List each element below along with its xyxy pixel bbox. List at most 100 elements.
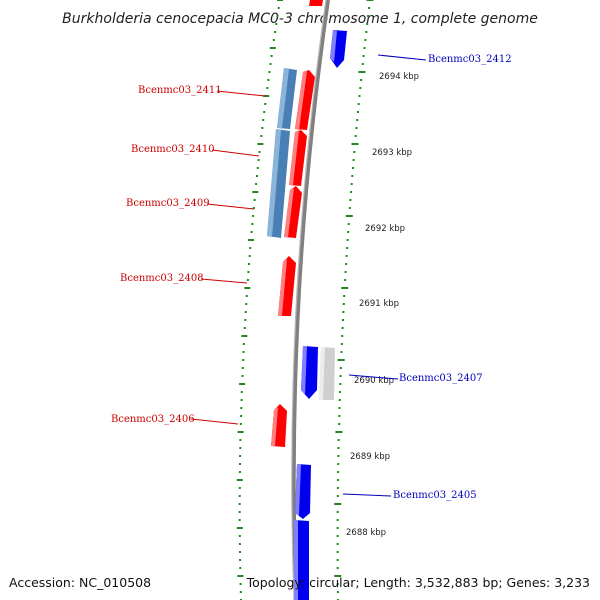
- tick-mark: [337, 471, 340, 473]
- tick-mark: [336, 559, 339, 561]
- tick-mark: [337, 439, 340, 441]
- tick-mark: [239, 463, 241, 465]
- tick-mark: [257, 159, 260, 161]
- tick-mark: [242, 351, 245, 353]
- gene-label-2407[interactable]: Bcenmc03_2407: [399, 373, 483, 384]
- tick-mark: [248, 263, 250, 265]
- tick-mark: [353, 151, 356, 153]
- tick-mark: [239, 591, 242, 593]
- gene-label-2408[interactable]: Bcenmc03_2408: [120, 273, 204, 284]
- tick-mark: [272, 39, 275, 41]
- tick-mark: [352, 159, 355, 161]
- tick-mark: [262, 119, 265, 121]
- gene-bcenmc03-2410-arrow[interactable]: [289, 130, 307, 186]
- gene-bcenmc03-2406-arrow[interactable]: [271, 404, 287, 447]
- tick-mark: [358, 95, 361, 97]
- tick-mark: [252, 215, 255, 217]
- tick-mark: [361, 63, 364, 65]
- tick-mark: [354, 135, 357, 137]
- tick-mark: [364, 39, 367, 41]
- tick-mark: [252, 207, 255, 209]
- gene-bcenmc03-2405-arrow[interactable]: [295, 464, 311, 519]
- tick-mark: [251, 223, 254, 225]
- tick-mark: [269, 63, 272, 65]
- tick-mark: [365, 31, 368, 33]
- tick-mark: [350, 191, 353, 193]
- kbp-label-2690: 2690 kbp: [354, 376, 394, 386]
- tick-mark: [242, 359, 245, 361]
- tick-mark: [238, 471, 241, 473]
- tick-mark: [238, 487, 241, 489]
- tick-mark: [363, 47, 366, 49]
- inner-tick-track: [236, 0, 283, 600]
- tick-mark: [337, 447, 340, 449]
- gene-bcenmc03-2407-arrow[interactable]: [301, 346, 318, 399]
- tick-mark: [336, 527, 339, 529]
- topology-text: Topology: circular; Length: 3,532,883 bp…: [246, 575, 590, 590]
- tick-mark: [336, 543, 339, 545]
- tick-mark: [269, 47, 276, 49]
- map-title: Burkholderia cenocepacia MC0-3 chromosom…: [62, 11, 538, 27]
- tick-mark: [238, 535, 241, 537]
- tick-mark: [342, 303, 345, 305]
- tick-mark: [339, 367, 342, 369]
- tick-mark: [337, 359, 345, 361]
- tick-mark: [337, 463, 340, 465]
- tick-mark: [240, 399, 243, 401]
- tick-mark: [267, 79, 270, 81]
- tick-mark: [336, 551, 339, 553]
- tick-mark: [245, 295, 248, 297]
- tick-mark: [244, 311, 247, 313]
- gene-label-2406[interactable]: Bcenmc03_2406: [111, 414, 195, 425]
- tick-mark: [343, 295, 346, 297]
- gene-label-2412[interactable]: Bcenmc03_2412: [428, 54, 512, 65]
- gene-top-red-partial[interactable]: [309, 0, 323, 6]
- tick-mark: [341, 335, 344, 337]
- tick-mark: [243, 327, 246, 329]
- tick-mark: [264, 103, 267, 105]
- tick-mark: [336, 583, 339, 585]
- tick-mark: [360, 79, 363, 81]
- tick-mark: [358, 71, 366, 73]
- tick-mark: [346, 247, 349, 249]
- tick-mark: [248, 239, 254, 241]
- gene-bcenmc03-2410-bar[interactable]: [267, 129, 290, 238]
- gene-bcenmc03-2407-grey[interactable]: [319, 347, 335, 400]
- tick-mark: [241, 367, 244, 369]
- tick-mark: [348, 207, 351, 209]
- tick-mark: [239, 439, 242, 441]
- tick-mark: [247, 271, 250, 273]
- gene-label-2410[interactable]: Bcenmc03_2410: [131, 144, 215, 155]
- tick-mark: [236, 479, 243, 481]
- gene-bottom-blue-partial[interactable]: [294, 520, 309, 600]
- tick-mark: [337, 455, 340, 457]
- tick-mark: [350, 183, 353, 185]
- tick-mark: [241, 375, 244, 377]
- tick-mark: [275, 23, 278, 25]
- tick-mark: [261, 127, 264, 129]
- tick-mark: [238, 543, 241, 545]
- tick-mark: [347, 231, 350, 233]
- gene-bcenmc03-2411-bar[interactable]: [277, 68, 297, 129]
- kbp-label-2694: 2694 kbp: [379, 72, 419, 82]
- gene-label-2411[interactable]: Bcenmc03_2411: [138, 85, 222, 96]
- gene-bcenmc03-2412-arrow[interactable]: [330, 30, 347, 68]
- tick-mark: [250, 231, 253, 233]
- tick-mark: [270, 55, 273, 57]
- gene-bcenmc03-2411-arrow[interactable]: [295, 70, 315, 130]
- gene-bcenmc03-2409-arrow[interactable]: [284, 186, 302, 238]
- tick-mark: [336, 591, 339, 593]
- kbp-label-2689: 2689 kbp: [350, 452, 390, 462]
- gene-bcenmc03-2408-arrow[interactable]: [278, 256, 296, 316]
- tick-mark: [334, 503, 342, 505]
- gene-label-2409[interactable]: Bcenmc03_2409: [126, 198, 210, 209]
- tick-mark: [240, 391, 243, 393]
- tick-mark: [239, 583, 242, 585]
- tick-mark: [345, 255, 348, 257]
- tick-mark: [366, 23, 369, 25]
- tick-mark: [338, 415, 341, 417]
- tick-mark: [338, 399, 341, 401]
- tick-mark: [246, 279, 249, 281]
- gene-label-2405[interactable]: Bcenmc03_2405: [393, 490, 477, 501]
- tick-mark: [366, 0, 374, 1]
